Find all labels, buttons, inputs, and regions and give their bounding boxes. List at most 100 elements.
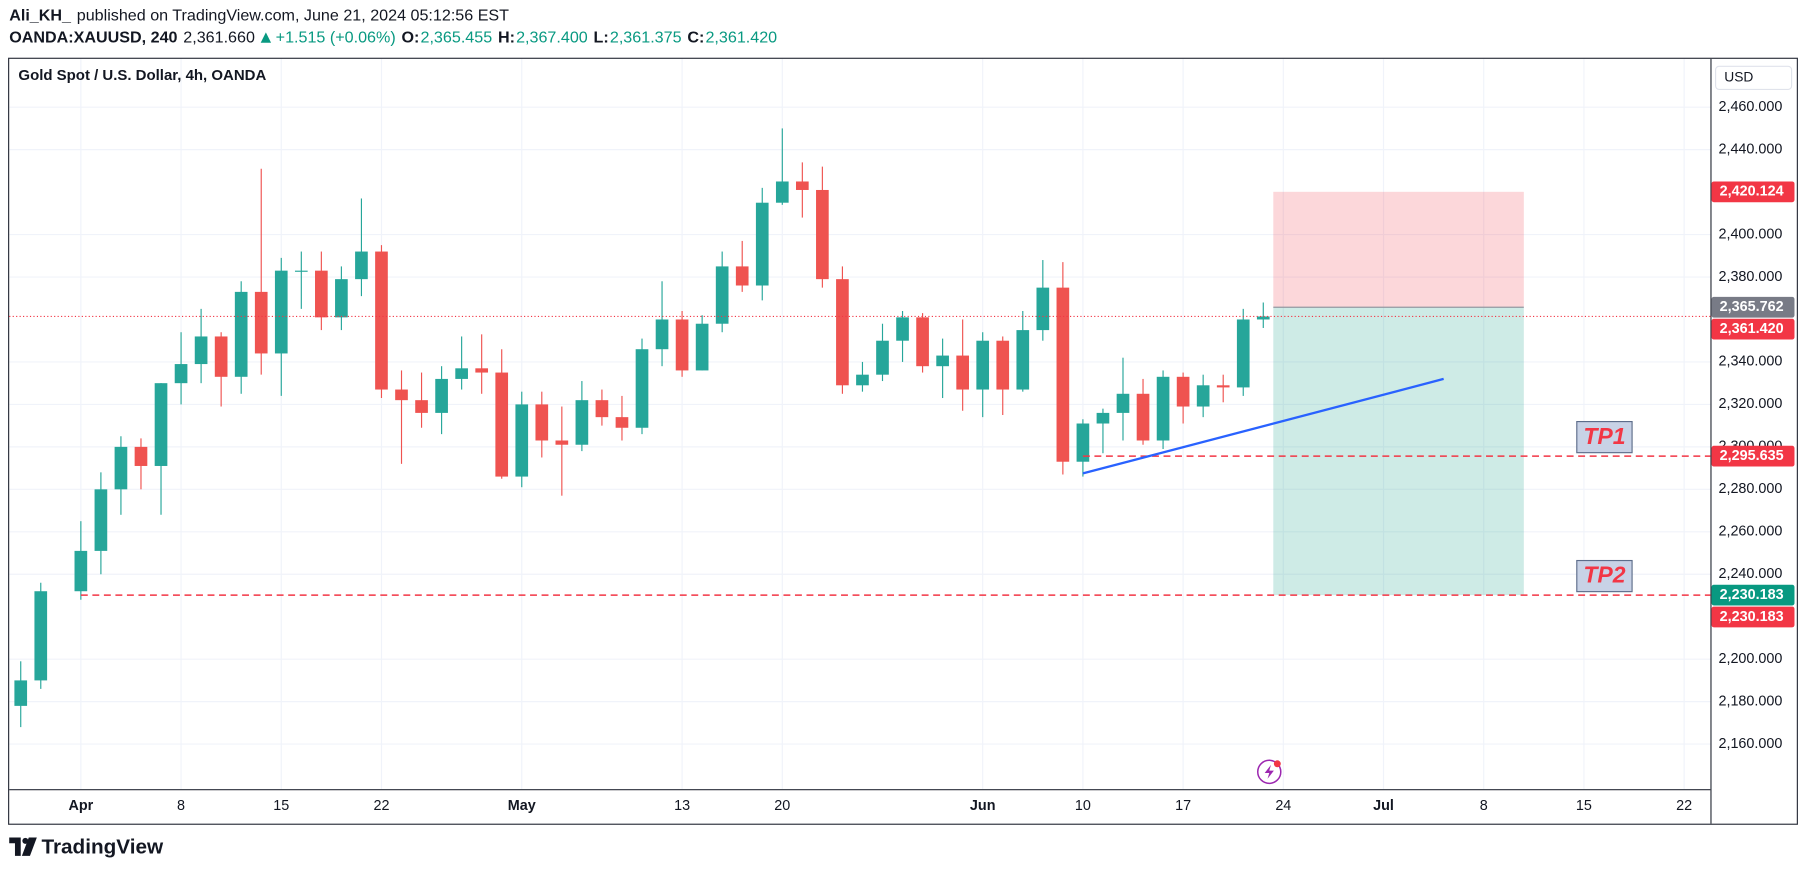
candle-body bbox=[755, 202, 769, 286]
candle-body bbox=[375, 251, 388, 390]
price-label: 2,365.762 bbox=[1720, 299, 1784, 315]
target-zone bbox=[1273, 307, 1524, 596]
candle-body bbox=[254, 291, 268, 354]
candle-body bbox=[174, 364, 188, 384]
stop-zone bbox=[1273, 191, 1524, 308]
y-tick-label: 2,280.000 bbox=[1718, 481, 1782, 497]
candle-body bbox=[1216, 385, 1230, 388]
y-tick-label: 2,200.000 bbox=[1718, 651, 1782, 667]
y-tick-label: 2,260.000 bbox=[1718, 524, 1782, 540]
candle-body bbox=[214, 336, 228, 377]
last-price: 2,361.660 bbox=[183, 28, 255, 46]
change: +1.515 (+0.06%) bbox=[276, 28, 396, 46]
candle-body bbox=[976, 340, 990, 390]
brand-logo bbox=[9, 837, 37, 856]
alert-icon[interactable] bbox=[1257, 759, 1282, 785]
candle-body bbox=[1176, 376, 1190, 407]
x-tick-label: 8 bbox=[177, 798, 185, 814]
candle-body bbox=[735, 266, 749, 286]
candle-body bbox=[355, 251, 368, 280]
brand: TradingView bbox=[41, 835, 164, 858]
x-tick-label: 22 bbox=[1676, 798, 1692, 814]
candle-body bbox=[856, 374, 869, 386]
x-tick-label: 22 bbox=[373, 798, 389, 814]
candle-body bbox=[14, 680, 28, 706]
currency: USD bbox=[1724, 69, 1753, 85]
candle-body bbox=[455, 368, 468, 379]
y-tick-label: 2,380.000 bbox=[1718, 269, 1782, 285]
candle-body bbox=[896, 317, 909, 341]
candle-body bbox=[415, 400, 428, 413]
candle-body bbox=[234, 291, 248, 377]
candle-body bbox=[876, 340, 889, 375]
candle-body bbox=[435, 378, 448, 413]
candles bbox=[14, 128, 1270, 728]
y-tick-label: 2,180.000 bbox=[1718, 693, 1782, 709]
y-tick-label: 2,320.000 bbox=[1718, 396, 1782, 412]
candle-body bbox=[1256, 316, 1270, 320]
x-tick-label: 17 bbox=[1175, 798, 1191, 814]
logo-part bbox=[22, 837, 29, 844]
candle-body bbox=[836, 279, 849, 386]
candle-body bbox=[775, 181, 789, 203]
price-label: 2,361.420 bbox=[1720, 321, 1784, 337]
candle-body bbox=[294, 270, 308, 272]
candle-body bbox=[916, 317, 929, 367]
candle-body bbox=[535, 404, 549, 441]
published-note: published on TradingView.com, June 21, 2… bbox=[77, 7, 509, 25]
candle-body bbox=[956, 355, 969, 390]
candle-body bbox=[1076, 423, 1090, 462]
ohlc-value: 2,367.400 bbox=[516, 28, 588, 46]
candle-body bbox=[114, 446, 128, 490]
alert-icon-dot bbox=[1273, 760, 1281, 768]
ohlc-key: H: bbox=[498, 28, 515, 46]
candle-body bbox=[274, 270, 288, 354]
currency-box[interactable] bbox=[1715, 65, 1793, 90]
target-label-box bbox=[1576, 421, 1633, 454]
overlay bbox=[1273, 191, 1524, 596]
y-tick-label: 2,340.000 bbox=[1718, 354, 1782, 370]
x-tick-label: Jun bbox=[970, 798, 996, 814]
logo-part bbox=[21, 837, 37, 856]
price-label-box bbox=[1711, 606, 1795, 628]
candle-body bbox=[1036, 287, 1050, 331]
candle-body bbox=[1116, 393, 1130, 413]
ohlc-value: 2,365.455 bbox=[421, 28, 493, 46]
price-label: 2,420.124 bbox=[1720, 184, 1784, 200]
ohlc-key: L: bbox=[594, 28, 609, 46]
candle-body bbox=[695, 323, 709, 371]
x-tick-label: 15 bbox=[273, 798, 289, 814]
drawings: TP1 TP2 bbox=[9, 315, 1711, 596]
x-tick-label: 13 bbox=[674, 798, 690, 814]
candle-body bbox=[154, 383, 168, 466]
candle-body bbox=[134, 446, 148, 466]
ohlc-value: 2,361.420 bbox=[705, 28, 777, 46]
author: Ali_KH_ bbox=[9, 7, 72, 25]
x-tick-label: 10 bbox=[1075, 798, 1091, 814]
target-label: TP1 bbox=[1583, 423, 1625, 449]
price-label-box bbox=[1711, 296, 1795, 318]
candle-body bbox=[795, 181, 809, 190]
candle-body bbox=[595, 400, 609, 418]
target-label-box bbox=[1576, 559, 1633, 593]
candle-body bbox=[575, 400, 589, 445]
candle-body bbox=[715, 266, 729, 324]
candle-body bbox=[515, 404, 529, 477]
candle-body bbox=[1156, 376, 1170, 441]
candle-body bbox=[194, 336, 208, 365]
ohlc-key: O: bbox=[401, 28, 419, 46]
candle-body bbox=[936, 355, 949, 367]
candle-body bbox=[315, 270, 328, 318]
alert-icon-bolt bbox=[1264, 764, 1274, 779]
price-label-box bbox=[1711, 318, 1795, 340]
y-tick-label: 2,160.000 bbox=[1718, 736, 1782, 752]
price-label-box bbox=[1711, 584, 1795, 606]
candle-body bbox=[495, 372, 509, 477]
price-label-box bbox=[1711, 445, 1795, 467]
y-tick-label: 2,240.000 bbox=[1718, 566, 1782, 582]
target-label: TP2 bbox=[1583, 562, 1625, 588]
ohlc-value: 2,361.375 bbox=[610, 28, 682, 46]
candle-body bbox=[395, 389, 408, 401]
